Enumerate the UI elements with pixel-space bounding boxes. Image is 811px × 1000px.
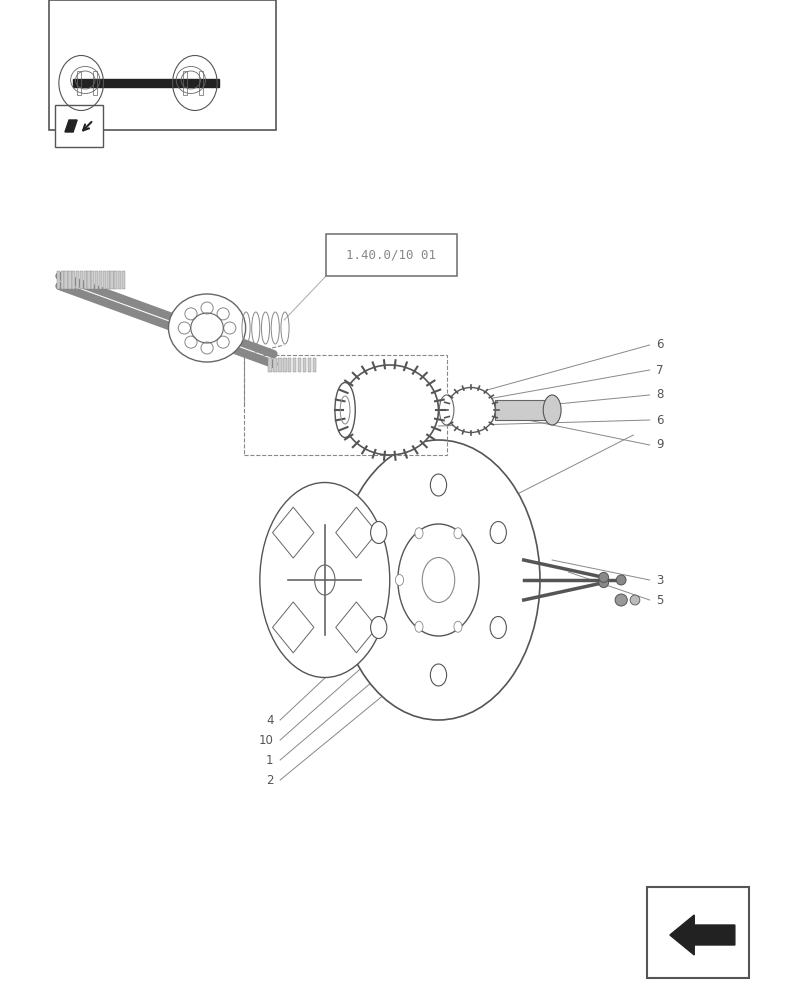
Bar	[99, 271, 102, 289]
Ellipse shape	[430, 474, 446, 496]
Bar	[272, 358, 277, 372]
FancyBboxPatch shape	[55, 105, 103, 147]
Text: 3: 3	[655, 574, 663, 586]
Text: 10: 10	[259, 734, 273, 746]
Bar	[73, 79, 219, 87]
Bar	[495, 400, 551, 420]
Ellipse shape	[629, 595, 639, 605]
Text: 9: 9	[655, 438, 663, 452]
Bar	[335, 507, 376, 558]
Bar	[298, 358, 301, 372]
Ellipse shape	[397, 524, 478, 636]
Ellipse shape	[446, 387, 495, 432]
Text: 5: 5	[655, 593, 663, 606]
Bar	[102, 271, 105, 289]
Bar	[57, 271, 60, 289]
Bar	[243, 355, 446, 455]
Text: 8: 8	[655, 388, 663, 401]
Ellipse shape	[337, 440, 539, 720]
Bar	[272, 602, 314, 653]
Ellipse shape	[370, 522, 386, 544]
Bar	[64, 271, 67, 289]
Bar	[199, 71, 203, 95]
Bar	[84, 271, 87, 289]
Ellipse shape	[260, 483, 389, 678]
Ellipse shape	[395, 574, 403, 585]
Bar	[277, 358, 281, 372]
Bar	[268, 358, 271, 372]
Bar	[293, 358, 296, 372]
Ellipse shape	[453, 528, 461, 539]
Text: 6: 6	[655, 414, 663, 426]
Text: 6: 6	[655, 338, 663, 352]
Ellipse shape	[615, 594, 626, 606]
Bar	[95, 271, 98, 289]
Text: 4: 4	[266, 714, 273, 726]
Text: 2: 2	[266, 774, 273, 786]
Ellipse shape	[616, 575, 625, 585]
Ellipse shape	[598, 572, 607, 582]
Text: 7: 7	[655, 363, 663, 376]
Bar	[79, 271, 83, 289]
Bar	[272, 507, 314, 558]
Ellipse shape	[490, 616, 506, 639]
Bar	[122, 271, 125, 289]
Polygon shape	[669, 915, 734, 955]
Ellipse shape	[334, 382, 354, 438]
Bar	[91, 271, 94, 289]
Bar	[312, 358, 316, 372]
Bar	[49, 0, 276, 130]
Ellipse shape	[414, 621, 423, 632]
FancyArrowPatch shape	[59, 286, 273, 364]
Text: 1.40.0/10 01: 1.40.0/10 01	[346, 248, 436, 261]
Ellipse shape	[453, 621, 461, 632]
Bar	[307, 358, 311, 372]
Bar	[61, 271, 64, 289]
Ellipse shape	[439, 395, 453, 425]
Ellipse shape	[490, 522, 506, 544]
Bar	[72, 271, 75, 289]
Bar	[93, 71, 97, 95]
Bar	[76, 271, 79, 289]
Bar	[68, 271, 71, 289]
Ellipse shape	[414, 528, 423, 539]
Ellipse shape	[543, 395, 560, 425]
Text: 1: 1	[266, 754, 273, 766]
Polygon shape	[65, 120, 77, 132]
Bar	[77, 71, 81, 95]
Bar	[88, 271, 91, 289]
Bar	[287, 358, 291, 372]
Ellipse shape	[370, 616, 386, 639]
Ellipse shape	[169, 294, 245, 362]
Bar	[182, 71, 187, 95]
Bar	[110, 271, 114, 289]
FancyArrowPatch shape	[59, 276, 273, 354]
Bar	[114, 271, 118, 289]
FancyBboxPatch shape	[646, 887, 749, 978]
FancyBboxPatch shape	[326, 234, 457, 276]
Bar	[282, 358, 286, 372]
Bar	[335, 602, 376, 653]
Ellipse shape	[430, 664, 446, 686]
Ellipse shape	[341, 365, 438, 455]
Ellipse shape	[598, 578, 607, 588]
Bar	[303, 358, 306, 372]
Bar	[106, 271, 109, 289]
Bar	[118, 271, 121, 289]
